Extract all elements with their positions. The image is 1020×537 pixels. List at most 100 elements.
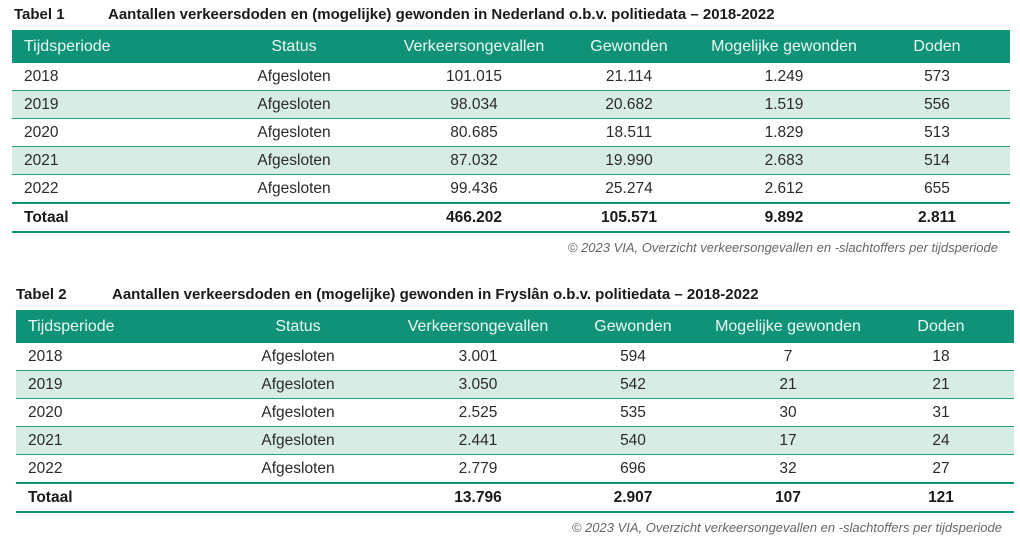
table-cell: Afgesloten xyxy=(261,347,335,365)
column-header: Mogelijke gewonden xyxy=(711,37,857,55)
column-header: Status xyxy=(275,317,321,335)
table-cell: 2022 xyxy=(12,174,194,203)
table-cell: 80.685 xyxy=(394,118,554,147)
table-cell: 7 xyxy=(783,347,793,365)
table-row: 2021 Afgesloten 2.441 540 17 24 xyxy=(16,426,1014,455)
table-cell: 556 xyxy=(864,90,1010,119)
column-header: Doden xyxy=(917,317,965,335)
column-header: Verkeersongevallen xyxy=(407,317,549,335)
column-header: Verkeersongevallen xyxy=(403,37,545,55)
table-cell: 2.779 xyxy=(398,454,558,483)
table-cell: 1.829 xyxy=(704,118,864,147)
table-cell: Afgesloten xyxy=(257,67,331,85)
table-cell: 99.436 xyxy=(394,174,554,203)
table-cell: 2020 xyxy=(16,398,198,427)
column-header: Tijdsperiode xyxy=(28,317,115,335)
table-row: 2018 Afgesloten 3.001 594 7 18 xyxy=(16,343,1014,371)
total-cell: 105.571 xyxy=(554,202,704,233)
table-cell: 1.519 xyxy=(704,90,864,119)
table-cell xyxy=(194,202,394,233)
table-cell: 696 xyxy=(558,454,708,483)
table-cell: 101.015 xyxy=(445,67,503,85)
table-row: 2020 Afgesloten 2.525 535 30 31 xyxy=(16,398,1014,427)
total-row: Totaal 13.796 2.907 107 121 xyxy=(16,482,1014,513)
column-header: Gewonden xyxy=(594,317,672,335)
header-row: Tijdsperiode Status Verkeersongevallen G… xyxy=(12,30,1010,63)
table-row: 2020 Afgesloten 80.685 18.511 1.829 513 xyxy=(12,118,1010,147)
table-cell: 3.001 xyxy=(458,347,498,365)
table-row: 2022 Afgesloten 2.779 696 32 27 xyxy=(16,454,1014,483)
table-cell: 25.274 xyxy=(554,174,704,203)
table-cell: 18.511 xyxy=(554,118,704,147)
table-cell: 2.525 xyxy=(398,398,558,427)
table-caption: Tabel 2 Aantallen verkeersdoden en (moge… xyxy=(16,280,1002,310)
table-cell: 2018 xyxy=(28,347,63,365)
column-header: Mogelijke gewonden xyxy=(715,317,861,335)
table-cell: 2021 xyxy=(12,146,194,175)
table-cell: 18 xyxy=(932,347,950,365)
table-cell: Afgesloten xyxy=(198,454,398,483)
table-cell: 655 xyxy=(864,174,1010,203)
table-cell: 2.612 xyxy=(704,174,864,203)
table-cell: 98.034 xyxy=(394,90,554,119)
table-cell: 514 xyxy=(864,146,1010,175)
table-cell: 2.441 xyxy=(398,426,558,455)
table-cell xyxy=(198,482,398,513)
table-cell: Afgesloten xyxy=(194,90,394,119)
table-1-block: Tabel 1 Aantallen verkeersdoden en (moge… xyxy=(12,0,1010,257)
table-cell: 27 xyxy=(868,454,1014,483)
total-cell: 2.907 xyxy=(558,482,708,513)
table-cell: 2022 xyxy=(16,454,198,483)
table-row: 2021 Afgesloten 87.032 19.990 2.683 514 xyxy=(12,146,1010,175)
table-number: Tabel 1 xyxy=(14,6,65,23)
table-cell: Afgesloten xyxy=(194,174,394,203)
table-cell: 540 xyxy=(558,426,708,455)
column-header: Doden xyxy=(913,37,961,55)
header-row: Tijdsperiode Status Verkeersongevallen G… xyxy=(16,310,1014,343)
table-cell: 535 xyxy=(558,398,708,427)
table-row: 2022 Afgesloten 99.436 25.274 2.612 655 xyxy=(12,174,1010,203)
column-header: Gewonden xyxy=(590,37,668,55)
table-cell: 24 xyxy=(868,426,1014,455)
table-cell: Afgesloten xyxy=(198,398,398,427)
table-cell: 2.683 xyxy=(704,146,864,175)
table-cell: 30 xyxy=(708,398,868,427)
data-table: Tijdsperiode Status Verkeersongevallen G… xyxy=(16,310,1014,513)
table-cell: 513 xyxy=(864,118,1010,147)
total-cell: 121 xyxy=(868,482,1014,513)
total-label: Totaal xyxy=(12,202,194,233)
table-2-block: Tabel 2 Aantallen verkeersdoden en (moge… xyxy=(16,280,1014,537)
table-cell: Afgesloten xyxy=(194,118,394,147)
column-header: Tijdsperiode xyxy=(24,37,111,55)
table-title: Aantallen verkeersdoden en (mogelijke) g… xyxy=(108,6,775,23)
table-cell: 2019 xyxy=(12,90,194,119)
table-cell: 2018 xyxy=(24,67,59,85)
column-header: Status xyxy=(271,37,317,55)
table-cell: 17 xyxy=(708,426,868,455)
table-cell: 21 xyxy=(708,370,868,399)
table-caption: Tabel 1 Aantallen verkeersdoden en (moge… xyxy=(12,0,998,30)
table-cell: 32 xyxy=(708,454,868,483)
table-cell: Afgesloten xyxy=(198,426,398,455)
table-cell: 2020 xyxy=(12,118,194,147)
table-cell: 2019 xyxy=(16,370,198,399)
total-cell: 107 xyxy=(708,482,868,513)
table-cell: 87.032 xyxy=(394,146,554,175)
table-title: Aantallen verkeersdoden en (mogelijke) g… xyxy=(112,286,759,303)
table-cell: Afgesloten xyxy=(198,370,398,399)
table-cell: 2021 xyxy=(16,426,198,455)
table-cell: 19.990 xyxy=(554,146,704,175)
total-row: Totaal 466.202 105.571 9.892 2.811 xyxy=(12,202,1010,233)
data-table: Tijdsperiode Status Verkeersongevallen G… xyxy=(12,30,1010,233)
source-note: © 2023 VIA, Overzicht verkeersongevallen… xyxy=(571,520,1002,535)
table-cell: 31 xyxy=(868,398,1014,427)
table-row: 2019 Afgesloten 3.050 542 21 21 xyxy=(16,370,1014,399)
table-cell: 573 xyxy=(924,67,950,85)
total-label: Totaal xyxy=(16,482,198,513)
table-cell: 3.050 xyxy=(398,370,558,399)
table-row: 2018 Afgesloten 101.015 21.114 1.249 573 xyxy=(12,63,1010,91)
total-cell: 466.202 xyxy=(394,202,554,233)
table-cell: 21.114 xyxy=(605,67,653,85)
total-cell: 9.892 xyxy=(704,202,864,233)
table-row: 2019 Afgesloten 98.034 20.682 1.519 556 xyxy=(12,90,1010,119)
